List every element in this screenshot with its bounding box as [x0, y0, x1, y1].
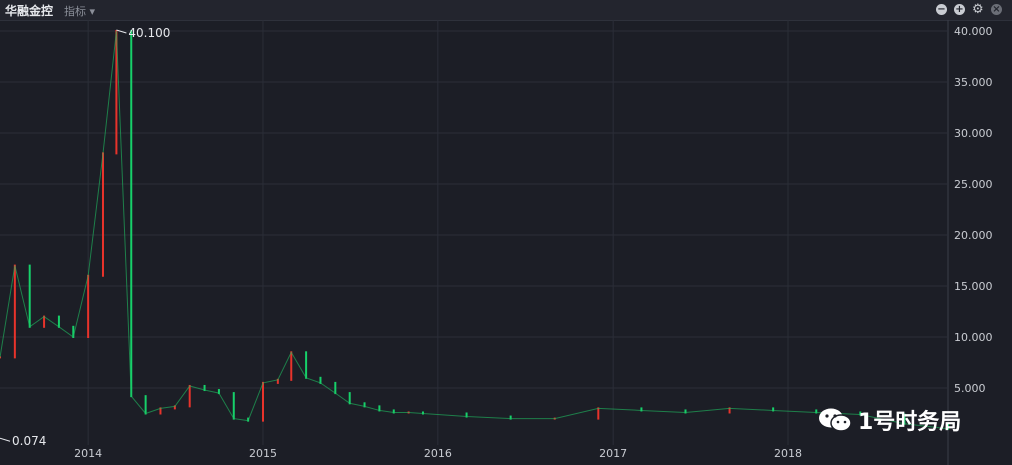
x-tick-label: 2017 [599, 447, 627, 460]
x-tick-label: 2016 [424, 447, 452, 460]
y-tick-label: 40.000 [954, 25, 993, 38]
y-tick-label: 10.000 [954, 331, 993, 344]
indicator-dropdown[interactable]: 指标 ▾ [64, 3, 95, 19]
x-tick-label: 2015 [249, 447, 277, 460]
annotation-label: 0.074 [12, 434, 46, 448]
plus-circle-icon[interactable]: + [954, 4, 965, 15]
stock-title: 华融金控 [5, 4, 54, 18]
candlestick-chart: 40.000 35.000 30.000 25.000 20.000 15.000 10.0… [0, 20, 993, 465]
x-tick-label: 2014 [74, 447, 102, 460]
wechat-icon [819, 408, 852, 432]
watermark-text: 1号时务局 [858, 410, 962, 435]
y-tick-label: 35.000 [954, 76, 993, 89]
y-tick-label: 20.000 [954, 229, 993, 242]
annotation-arrow [0, 437, 11, 442]
annotation-label: 40.100 [128, 26, 170, 40]
gear-icon[interactable]: ⚙ [972, 2, 984, 17]
indicator-label: 指标 [64, 5, 86, 18]
minus-circle-icon[interactable]: − [936, 4, 947, 15]
y-tick-label: 25.000 [954, 178, 993, 191]
price-line [0, 30, 949, 430]
y-tick-label: 5.000 [954, 382, 986, 395]
watermark: 1号时务局 [818, 404, 961, 436]
y-tick-label: 30.000 [954, 127, 993, 140]
chart-header: 华融金控 指标 ▾ − + ⚙ × [0, 0, 1012, 21]
chevron-down-icon: ▾ [89, 5, 96, 18]
x-tick-label: 2018 [774, 447, 802, 460]
close-circle-icon[interactable]: × [991, 4, 1002, 15]
y-tick-label: 15.000 [954, 280, 993, 293]
annotation-arrow [116, 29, 127, 34]
